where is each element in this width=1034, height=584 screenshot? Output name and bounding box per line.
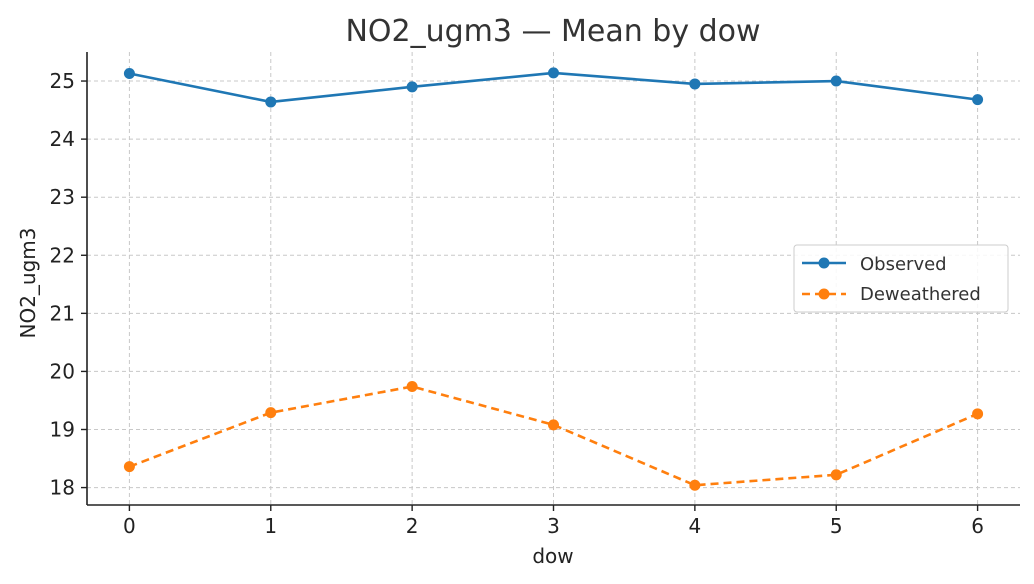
data-point-deweathered: [830, 469, 842, 481]
series: [123, 67, 984, 491]
data-point-deweathered: [123, 461, 135, 473]
data-point-observed: [406, 81, 418, 93]
legend-box: [793, 244, 1009, 313]
x-tick-label: 6: [971, 514, 984, 538]
data-point-observed: [830, 75, 842, 87]
data-point-observed: [548, 67, 559, 79]
x-tick-label: 3: [547, 514, 560, 538]
data-point-observed: [265, 96, 277, 108]
data-point-deweathered: [265, 407, 277, 419]
y-tick-label: 22: [50, 243, 75, 267]
x-axis-title: dow: [532, 544, 573, 568]
series-line-deweathered: [128, 385, 979, 487]
y-tick-label: 24: [50, 127, 75, 151]
y-tick-label: 19: [50, 418, 75, 442]
data-point-observed: [689, 78, 701, 90]
y-tick-label: 21: [50, 301, 75, 325]
y-tick-label: 20: [50, 359, 75, 383]
x-tick-label: 0: [123, 514, 136, 538]
y-tick-label: 18: [50, 476, 75, 500]
legend: Observed Deweathered: [793, 244, 1009, 313]
x-tick-label: 4: [688, 514, 701, 538]
y-axis-title: NO2_ugm3: [16, 227, 40, 338]
data-point-deweathered: [972, 408, 984, 420]
data-point-deweathered: [689, 479, 701, 491]
legend-marker-deweathered: [818, 288, 830, 300]
y-tick-label: 23: [50, 185, 75, 209]
legend-label-deweathered: Deweathered: [860, 284, 981, 305]
x-tick-label: 5: [830, 514, 843, 538]
chart-title: NO2_ugm3 — Mean by dow: [345, 14, 760, 49]
data-point-deweathered: [406, 381, 418, 393]
y-tick-label: 25: [50, 69, 75, 93]
legend-marker-observed: [818, 257, 830, 269]
data-point-observed: [972, 94, 984, 106]
x-tick-label: 2: [406, 514, 419, 538]
legend-label-observed: Observed: [860, 254, 947, 275]
x-tick-label: 1: [264, 514, 277, 538]
data-point-observed: [123, 67, 135, 79]
data-point-deweathered: [548, 419, 559, 431]
